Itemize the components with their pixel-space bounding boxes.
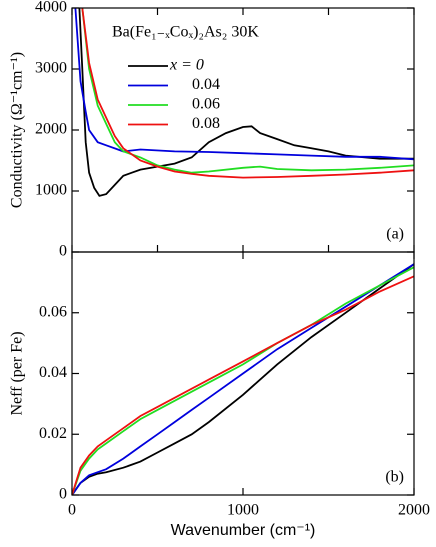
series-line xyxy=(72,275,414,495)
series-line xyxy=(78,8,414,197)
y-axis-label: Conductivity (Ω⁻¹cm⁻¹) xyxy=(9,52,26,208)
series-line xyxy=(72,266,414,495)
plot-area xyxy=(74,8,414,197)
plot-area xyxy=(72,263,414,495)
legend-label: 0.08 xyxy=(192,115,220,132)
y-tick-label: 0.02 xyxy=(39,425,67,442)
y-tick-label: 0 xyxy=(59,486,67,503)
x-tick-label: 1000 xyxy=(227,502,259,519)
plot-frame xyxy=(71,251,415,496)
y-tick-label: 4000 xyxy=(35,0,67,16)
y-tick-label: 0 xyxy=(59,243,67,260)
y-axis-label: Neff (per Fe) xyxy=(9,331,26,415)
series-line xyxy=(74,8,414,161)
legend-label: 0.06 xyxy=(192,96,220,113)
x-tick-label: 0 xyxy=(68,502,76,519)
legend-label: 0.04 xyxy=(192,76,220,93)
panel-label: (b) xyxy=(385,469,404,486)
series-line xyxy=(81,8,414,179)
y-tick-label: 3000 xyxy=(35,60,67,77)
x-axis-label: Wavenumber (cm⁻¹) xyxy=(171,522,316,539)
chart-title: Ba(Fe₁₋ₓCoₓ)₂As₂ 30K xyxy=(112,24,259,41)
plot-frame xyxy=(71,7,415,253)
panel-label: (a) xyxy=(386,226,404,243)
series-line xyxy=(72,263,414,495)
legend-label: x = 0 xyxy=(169,57,204,74)
x-tick-label: 2000 xyxy=(398,502,430,519)
y-tick-label: 0.06 xyxy=(39,303,67,320)
y-tick-label: 2000 xyxy=(35,121,67,138)
series-line xyxy=(72,263,414,495)
y-tick-label: 0.04 xyxy=(39,364,67,381)
y-tick-label: 1000 xyxy=(35,182,67,199)
series-line xyxy=(81,8,414,174)
